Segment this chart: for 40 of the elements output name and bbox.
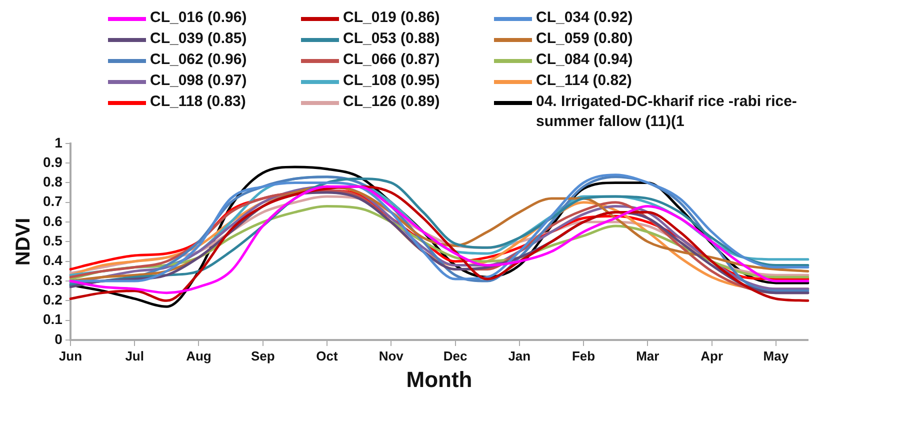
legend-label: CL_039 (0.85) (150, 29, 248, 49)
x-tick-label: Nov (378, 348, 404, 364)
y-tick-label: 0.2 (42, 292, 63, 308)
x-tick-label: Jun (58, 348, 82, 364)
x-axis-title: Month (406, 366, 472, 392)
legend-label: CL_066 (0.87) (343, 50, 441, 70)
legend-label: CL_053 (0.88) (343, 29, 441, 49)
y-tick-label: 0 (54, 330, 63, 347)
x-tick-label: Jul (125, 348, 144, 364)
x-tick-label: Dec (443, 348, 468, 364)
y-tick-label: 0.1 (42, 311, 63, 328)
y-tick-label: 1 (54, 134, 63, 150)
legend-label: CL_019 (0.86) (343, 8, 441, 28)
legend-label: CL_108 (0.95) (343, 71, 441, 91)
y-tick-label: 0.4 (42, 252, 63, 268)
x-tick-label: Aug (186, 348, 212, 364)
legend-label: 04. Irrigated-DC-kharif rice -rabi rice-summer fallow (11)(1 (536, 92, 798, 132)
x-tick-label: Oct (316, 348, 339, 364)
y-tick-label: 0.5 (42, 232, 63, 249)
legend-label: CL_062 (0.96) (150, 50, 248, 70)
y-tick-label: 0.6 (42, 212, 63, 229)
x-tick-label: Apr (700, 348, 723, 364)
legend-label: CL_114 (0.82) (536, 71, 633, 91)
x-tick-label: Feb (572, 348, 596, 364)
y-tick-label: 0.9 (42, 154, 63, 170)
x-tick-label: Mar (636, 348, 660, 364)
legend-label: CL_126 (0.89) (343, 92, 441, 112)
legend-label: CL_084 (0.94) (536, 50, 634, 70)
y-tick-label: 0.3 (42, 272, 63, 288)
y-axis-title: NDVI (12, 218, 35, 266)
legend-label: CL_098 (0.97) (150, 71, 248, 91)
y-tick-label: 0.8 (42, 174, 63, 190)
legend-label: CL_059 (0.80) (536, 29, 634, 49)
x-tick-label: Jan (508, 348, 531, 364)
legend-label: CL_118 (0.83) (150, 92, 247, 112)
x-tick-label: May (763, 348, 790, 364)
legend-label: CL_016 (0.96) (150, 8, 248, 28)
legend-label: CL_034 (0.92) (536, 8, 634, 28)
y-tick-label: 0.7 (42, 193, 63, 210)
x-tick-label: Sep (250, 348, 275, 364)
